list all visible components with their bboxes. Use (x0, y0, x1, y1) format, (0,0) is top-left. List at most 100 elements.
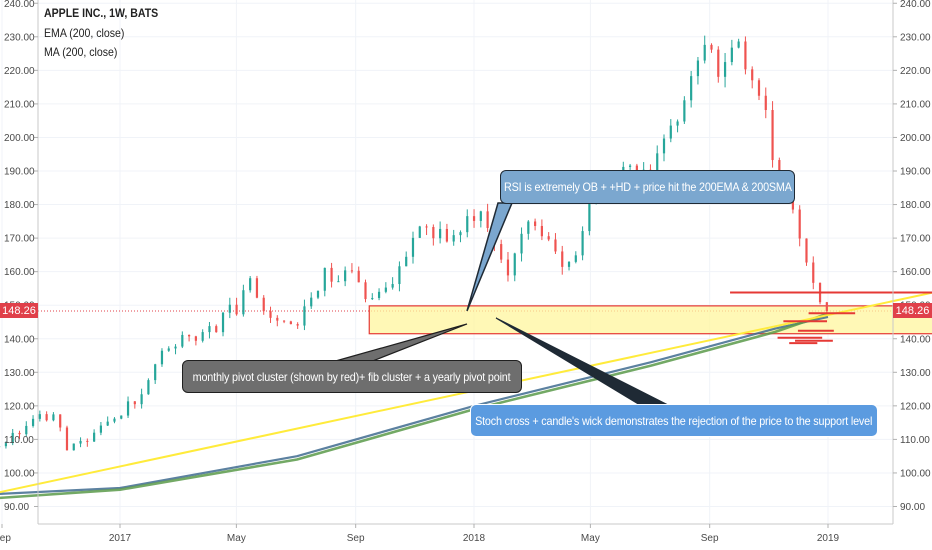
candle-body (79, 440, 82, 444)
legend-ma[interactable]: MA (200, close) (44, 45, 118, 59)
candle-body (215, 326, 218, 333)
y-tick-label-right: 110.00 (900, 435, 930, 446)
candle-body (167, 348, 170, 351)
candle-body (86, 440, 89, 442)
support-zone (368, 305, 932, 335)
candle-body (377, 291, 381, 298)
candle-body (282, 320, 286, 322)
y-tick-label-left: 240.00 (4, 0, 35, 10)
candle-body (445, 228, 449, 242)
candle-body (405, 256, 408, 267)
callout-rsi[interactable]: RSI is extremely OB + +HD + price hit th… (500, 170, 795, 204)
trendline (0, 291, 932, 494)
x-tick-label: Sep (347, 533, 365, 544)
candle-body (350, 270, 354, 272)
candle-body (65, 427, 69, 451)
candle-body (662, 138, 666, 154)
candle-body (357, 270, 360, 283)
y-tick-label-left: 130.00 (4, 368, 35, 379)
candle-body (547, 236, 550, 240)
candle-body (472, 216, 476, 221)
candle-body (452, 235, 455, 242)
candle-body (235, 304, 238, 315)
candle-body (669, 125, 672, 139)
candle-body (18, 432, 21, 435)
candle-body (696, 60, 700, 77)
candle-body (147, 380, 150, 395)
y-tick-label-right: 190.00 (900, 167, 931, 178)
y-tick-label-right: 240.00 (900, 0, 931, 10)
y-tick-label-left: 110.00 (4, 435, 34, 446)
y-tick-label-right: 220.00 (900, 66, 931, 77)
y-tick-label-right: 140.00 (900, 334, 931, 345)
y-tick-label-right: 100.00 (900, 468, 931, 479)
y-tick-label-left: 210.00 (4, 99, 35, 110)
y-tick-label-left: 190.00 (4, 167, 35, 178)
candle-body (466, 216, 469, 233)
candle-body (120, 415, 123, 419)
candle-body (140, 394, 143, 405)
candle-body (72, 443, 75, 451)
candle-body (737, 41, 740, 48)
candle-body (181, 334, 184, 347)
candle-body (262, 297, 265, 312)
candle-body (574, 255, 577, 262)
candle-body (588, 202, 591, 232)
candle-body (113, 418, 116, 422)
x-tick-label: May (227, 533, 246, 544)
callout-connectors (331, 202, 669, 406)
callout-pivot[interactable]: monthly pivot cluster (shown by red)+ fi… (182, 360, 522, 393)
candle-body (500, 244, 503, 260)
candle-body (567, 261, 571, 267)
candle-body (540, 225, 543, 237)
x-tick-label: 2019 (817, 533, 840, 544)
candle-body (52, 414, 55, 421)
candle-body (391, 284, 394, 288)
candle-body (126, 401, 130, 416)
candle-body (513, 253, 516, 276)
candle-body (296, 324, 299, 326)
candle-body (479, 211, 482, 221)
candle-body (791, 195, 795, 210)
price-tag-right: 148.26 (893, 303, 932, 318)
candle-body (221, 312, 225, 333)
y-tick-label-left: 120.00 (4, 401, 35, 412)
callout-rsi-text: RSI is extremely OB + +HD + price hit th… (503, 180, 792, 194)
candle-body (208, 326, 211, 333)
candle-body (411, 237, 415, 257)
candle-body (269, 311, 272, 318)
candle-body (581, 231, 584, 256)
candle-body (310, 297, 313, 307)
legend-symbol[interactable]: APPLE INC., 1W, BATS (44, 6, 159, 20)
candle-body (459, 232, 462, 236)
y-tick-label-right: 200.00 (900, 133, 931, 144)
candle-body (11, 432, 14, 444)
candle-body (174, 346, 177, 349)
candle-body (561, 251, 564, 267)
candle-body (4, 443, 8, 447)
candle-body (398, 266, 401, 285)
candle-body (38, 414, 41, 419)
candle-body (93, 432, 96, 442)
y-tick-label-left: 90.00 (4, 502, 29, 513)
candle-body (825, 302, 828, 312)
y-tick-label-right: 130.00 (900, 368, 931, 379)
candle-body (710, 44, 713, 50)
callout-stoch[interactable]: Stoch cross + candle's wick demonstrates… (470, 404, 878, 437)
candle-body (323, 267, 326, 291)
y-tick-label-right: 230.00 (900, 32, 931, 43)
candle-body (432, 226, 435, 239)
candle-body (635, 165, 638, 173)
candle-body (364, 282, 367, 300)
x-tick-label: 2017 (109, 533, 132, 544)
candle-body (201, 332, 204, 341)
y-tick-label-right: 120.00 (900, 401, 931, 412)
candle-body (371, 297, 374, 300)
y-tick-label-left: 230.00 (4, 32, 35, 43)
drawings-front (0, 291, 932, 494)
candle-body (527, 221, 530, 234)
candle-body (188, 334, 191, 337)
candle-body (25, 425, 28, 435)
legend-ema[interactable]: EMA (200, close) (44, 26, 125, 40)
